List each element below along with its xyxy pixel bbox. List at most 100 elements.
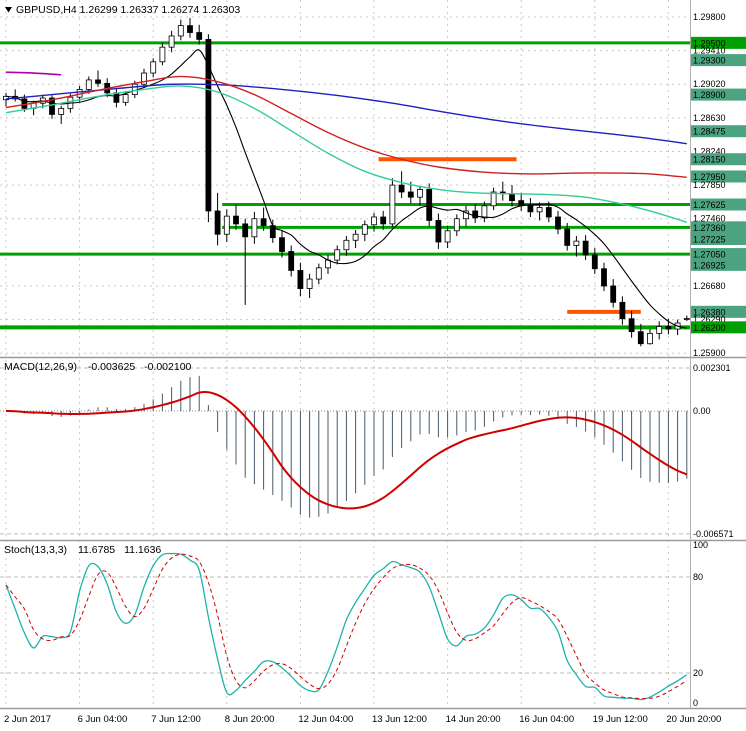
price-level-label: 1.26925 (693, 260, 726, 270)
price-level-label-box (691, 221, 746, 234)
bull-candle-body (168, 35, 175, 48)
bull-candle-body (251, 218, 258, 238)
time-label: 14 Jun 20:00 (446, 714, 501, 725)
main-price-panel[interactable] (3, 17, 690, 347)
time-label: 20 Jun 20:00 (666, 714, 721, 725)
bull-candle-body (223, 215, 230, 235)
ma-fast-black-line (5, 49, 687, 329)
time-label: 12 Jun 04:00 (298, 714, 353, 725)
macd-name-text: MACD(12,26,9) (4, 361, 77, 373)
bear-candle-body (205, 39, 212, 212)
price-level-label: 1.27950 (693, 172, 726, 182)
stoch-axis-label: 0 (693, 698, 698, 708)
stoch-axis-label: 80 (693, 572, 703, 582)
price-level-label: 1.27225 (693, 234, 726, 244)
stoch-panel[interactable] (0, 552, 690, 701)
bear-candle-body (407, 191, 414, 198)
bull-candle-body (463, 210, 469, 220)
price-level-label: 1.29500 (693, 38, 726, 48)
macd-indicator-label: MACD(12,26,9) -0.003625 -0.002100 (4, 361, 192, 373)
price-grid-label: 1.26290 (693, 315, 726, 325)
stoch-main-line (5, 552, 688, 701)
bear-candle-body (637, 331, 644, 345)
ma-teal-line (5, 85, 688, 223)
bear-candle-body (49, 97, 55, 115)
stoch-d-value-text: 11.1636 (124, 544, 161, 556)
bull-candle-body (361, 224, 368, 235)
bear-candle-body (297, 270, 304, 289)
bull-candle-body (177, 25, 184, 37)
price-level-label-box (691, 153, 746, 166)
price-level-label: 1.29300 (693, 56, 726, 66)
price-level-label-box (691, 88, 746, 101)
ma-magenta-line (5, 71, 62, 76)
price-grid-label: 1.29800 (693, 12, 726, 22)
bear-candle-body (610, 285, 617, 303)
price-level-label-box (691, 170, 746, 183)
time-label: 2 Jun 2017 (4, 714, 51, 725)
price-level-label: 1.26380 (693, 307, 726, 317)
macd-panel[interactable] (0, 367, 690, 535)
bear-candle-body (288, 251, 295, 271)
bull-candle-body (371, 216, 377, 226)
price-level-label: 1.28475 (693, 127, 726, 137)
price-grid-label: 1.25900 (693, 348, 726, 358)
bear-candle-body (619, 301, 626, 320)
bear-candle-body (187, 25, 193, 33)
bull-candle-body (334, 249, 341, 261)
price-level-label: 1.27050 (693, 250, 726, 260)
bull-candle-body (159, 46, 166, 63)
bull-candle-body (58, 107, 65, 115)
bull-candle-body (141, 72, 147, 85)
bull-candle-body (573, 240, 580, 246)
bear-candle-body (426, 189, 433, 221)
price-level-label: 1.27625 (693, 200, 726, 210)
stoch-name-text: Stoch(13,3,3) (4, 544, 67, 556)
stoch-k-value-text: 11.6785 (78, 544, 115, 556)
price-level-label-box (691, 321, 746, 334)
macd-axis-label: 0.002301 (693, 363, 731, 373)
bear-candle-body (601, 268, 607, 287)
bull-candle-body (444, 230, 451, 243)
price-level-label-box (691, 36, 746, 49)
bull-candle-body (315, 267, 322, 280)
ma-slow-blue-line (5, 83, 687, 145)
bear-candle-body (665, 326, 672, 330)
time-label: 8 Jun 20:00 (225, 714, 275, 725)
bull-candle-body (150, 61, 157, 74)
price-level-label-box (691, 232, 746, 245)
price-level-label: 1.26200 (693, 323, 726, 333)
time-label: 7 Jun 12:00 (151, 714, 201, 725)
bear-candle-body (398, 184, 405, 193)
price-grid-label: 1.28240 (693, 146, 726, 156)
bear-candle-body (545, 207, 552, 218)
bear-candle-body (527, 205, 534, 213)
bear-candle-body (214, 210, 221, 235)
price-level-label-box (691, 305, 746, 318)
bear-candle-body (555, 216, 561, 230)
price-direction-down-icon (5, 7, 12, 13)
bear-candle-body (95, 79, 101, 84)
grid-layer (0, 0, 690, 708)
stoch-axis-label: 100 (693, 540, 708, 550)
bull-candle-body (656, 326, 663, 334)
bull-candle-body (481, 205, 488, 219)
bear-candle-body (591, 254, 598, 270)
bear-candle-body (196, 32, 203, 40)
panel-frames (0, 0, 746, 710)
price-level-label: 1.28150 (693, 155, 726, 165)
bull-candle-body (536, 207, 543, 213)
macd-axis-label: -0.006571 (693, 529, 734, 539)
bear-candle-body (582, 240, 589, 256)
bear-candle-body (233, 215, 239, 225)
chart-title: GBPUSD,H4 1.26299 1.26337 1.26274 1.2630… (16, 4, 240, 16)
time-axis[interactable]: 2 Jun 2017 6 Jun 04:00 7 Jun 12:00 8 Jun 20… (4, 714, 721, 725)
bear-candle-body (380, 216, 387, 225)
bull-candle-body (306, 278, 313, 289)
bear-candle-body (279, 237, 285, 252)
price-grid-label: 1.26680 (693, 281, 726, 291)
macd-axis-label: 0.00 (693, 406, 711, 416)
